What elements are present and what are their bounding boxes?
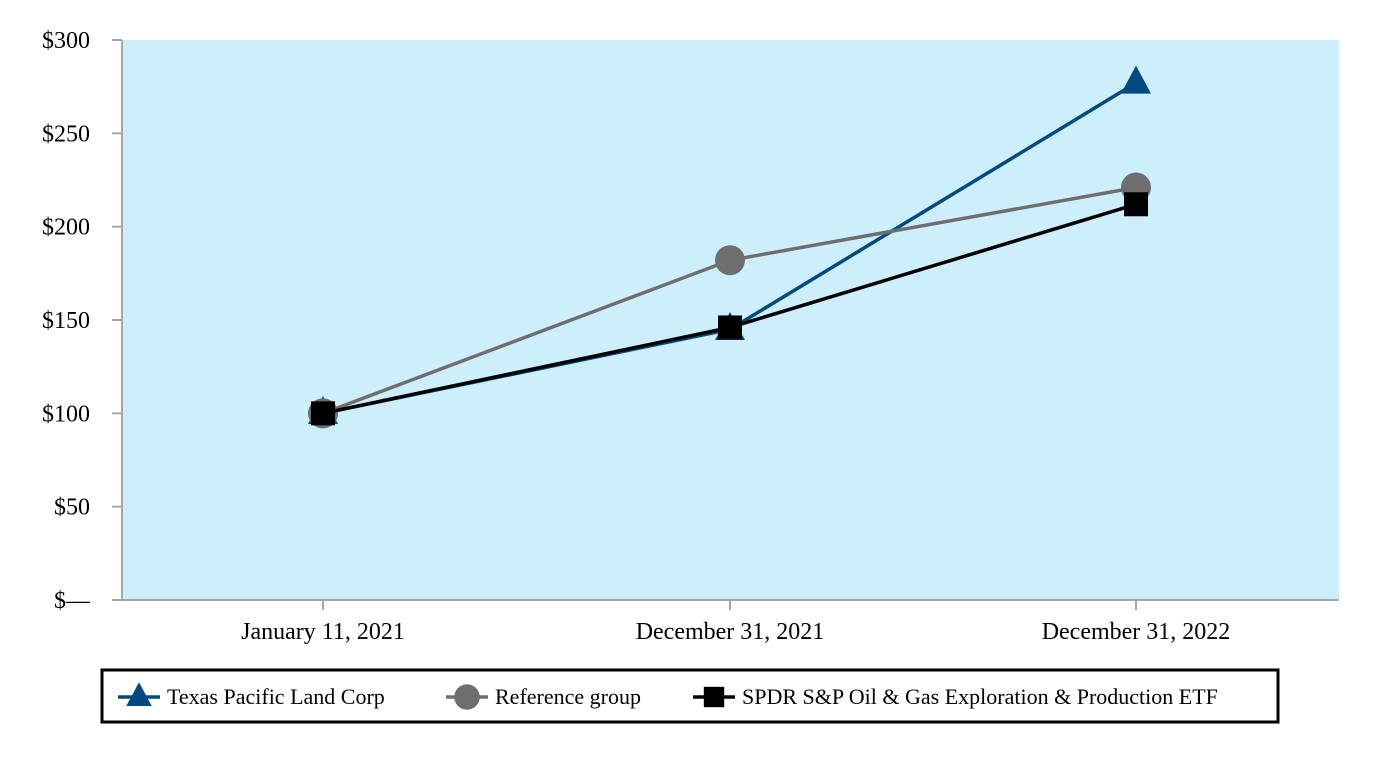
legend-label: SPDR S&P Oil & Gas Exploration & Product… <box>742 684 1218 709</box>
axes: $— $50 $100 $150 $200 $250 $300 January 11, 202… <box>42 28 1339 645</box>
x-tick-label: January 11, 2021 <box>241 619 405 645</box>
y-tick-label: $100 <box>42 401 90 427</box>
y-tick-label: $250 <box>42 121 90 147</box>
x-tick-label: December 31, 2022 <box>1042 619 1231 645</box>
data-point <box>1121 65 1151 94</box>
y-tick-label: $300 <box>42 28 90 54</box>
legend-label: Reference group <box>495 684 641 709</box>
series-square <box>311 192 1148 426</box>
legend-label: Texas Pacific Land Corp <box>167 684 385 709</box>
data-point <box>311 401 335 426</box>
y-tick-label: $200 <box>42 215 90 241</box>
y-tick-label: $50 <box>54 495 90 521</box>
legend-marker <box>126 682 152 707</box>
legend-item: Texas Pacific Land Corp <box>118 682 385 709</box>
x-tick-label: December 31, 2021 <box>636 619 825 645</box>
legend-marker <box>454 684 480 710</box>
data-point <box>715 245 745 276</box>
data-point <box>1124 192 1148 217</box>
legend-item: SPDR S&P Oil & Gas Exploration & Product… <box>693 684 1218 709</box>
legend: Texas Pacific Land Corp Reference group SP… <box>100 668 1280 724</box>
data-point <box>718 315 742 340</box>
series-layer <box>308 65 1151 429</box>
y-tick-label: $150 <box>42 308 90 334</box>
legend-item: Reference group <box>446 684 641 710</box>
y-tick-label: $— <box>54 588 91 614</box>
legend-marker <box>703 686 725 708</box>
legend-box <box>100 668 1280 724</box>
